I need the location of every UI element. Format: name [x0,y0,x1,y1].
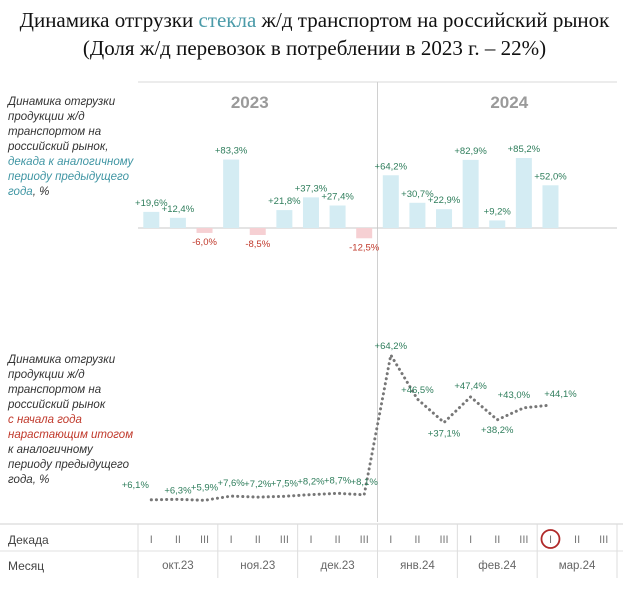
decade-tick-label: II [335,534,341,546]
bar-data-label: +83,3% [215,146,248,157]
month-tick-label: янв.24 [400,560,435,572]
decade-axis-label: Декада [8,533,49,547]
month-tick-label: мар.24 [559,560,596,572]
month-tick-label: окт.23 [162,560,194,572]
bar-data-label: +22,9% [428,195,461,206]
bar-data-label: +12,4% [162,204,195,215]
line-data-label: +64,2% [375,341,408,352]
line-data-label: +46,5% [401,385,434,396]
month-axis-label: Месяц [8,559,45,573]
bar [436,209,453,228]
bar-data-label: +85,2% [508,144,541,155]
decade-tick-label: III [360,534,369,546]
bar [462,159,479,228]
bar-data-label: +52,0% [534,171,567,182]
month-tick-label: фев.24 [478,560,517,572]
bar-data-label: +21,8% [268,196,301,207]
decade-tick-label: I [230,534,233,546]
chart-title-line1: Динамика отгрузки стекла ж/д транспортом… [19,8,610,32]
bar [196,228,213,233]
decade-tick-label: III [280,534,289,546]
bar [169,217,186,228]
month-tick-label: ноя.23 [240,560,275,572]
series-line [149,353,552,502]
line-data-label: +7,5% [271,478,299,489]
decade-tick-label: I [389,534,392,546]
line-data-label: +44,1% [544,389,577,400]
bar [223,159,240,228]
decade-tick-label: I [549,534,552,546]
bar-data-label: +37,3% [295,183,328,194]
decade-tick-label: I [469,534,472,546]
bar [382,175,399,228]
decade-tick-label: I [150,534,153,546]
year-label: 2023 [231,93,269,112]
bar-data-label: +82,9% [454,146,487,157]
month-tick-label: дек.23 [321,560,355,572]
bar [515,158,532,228]
decade-tick-label: II [414,534,420,546]
bar-data-label: +30,7% [401,189,434,200]
bar [542,185,559,228]
line-data-label: +43,0% [498,390,531,401]
bar [409,202,426,228]
bar [329,205,346,228]
line-data-label: +37,1% [428,429,461,440]
decade-tick-label: II [175,534,181,546]
decade-tick-label: II [494,534,500,546]
line-data-label: +38,2% [481,425,514,436]
line-data-label: +8,7% [324,475,352,486]
bar-data-label: +64,2% [375,161,408,172]
year-label: 2024 [490,93,528,112]
chart-title-line2: (Доля ж/д перевозок в потреблении в 2023… [82,36,547,60]
line-data-label: +7,6% [218,478,246,489]
bar [143,211,160,228]
bar [356,228,373,239]
bar [249,228,266,235]
decade-tick-label: I [309,534,312,546]
bottom-panel-label: Динамика отгрузки продукции ж/д транспор… [8,354,134,486]
bar [489,220,506,228]
line-data-label: +47,4% [454,381,487,392]
line-data-label: +6,1% [122,480,150,491]
bar [302,197,319,228]
bar [276,210,293,228]
bar-data-label: -6,0% [192,237,217,248]
top-panel-label: Динамика отгрузки продукции ж/д транспор… [8,96,134,198]
current-decade-marker [540,529,561,549]
bar-data-label: -8,5% [245,239,270,250]
decade-tick-label: III [439,534,448,546]
bar-data-label: +27,4% [321,191,354,202]
decade-tick-label: III [599,534,608,546]
decade-tick-label: III [519,534,528,546]
line-data-label: +6,3% [164,485,192,496]
line-data-label: +5,9% [191,482,219,493]
line-data-label: +7,2% [244,479,272,490]
line-data-label: +8,2% [297,477,325,488]
bar-data-label: +9,2% [484,206,512,217]
bar-data-label: -12,5% [349,242,380,253]
bar-data-label: +19,6% [135,198,168,209]
decade-tick-label: II [255,534,261,546]
decade-tick-label: II [574,534,580,546]
line-data-label: +8,1% [351,477,379,488]
decade-tick-label: III [200,534,209,546]
